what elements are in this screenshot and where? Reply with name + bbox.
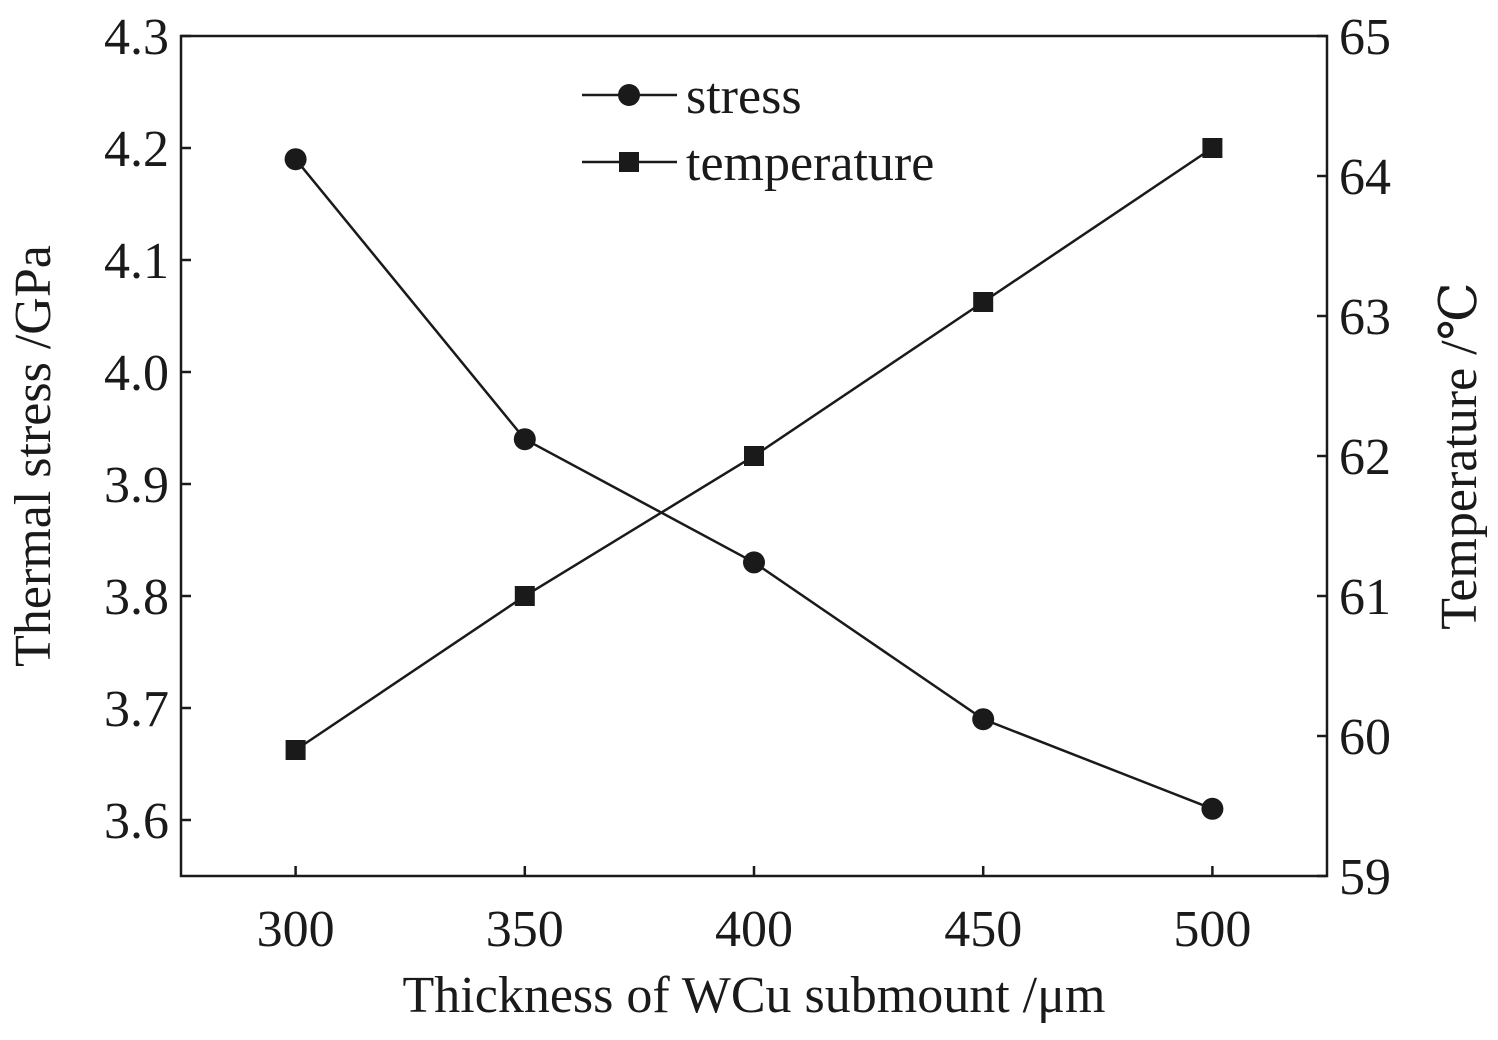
- legend-label-temperature: temperature: [686, 135, 934, 192]
- legend-marker-stress: [618, 84, 640, 106]
- stress-data-point: [743, 551, 765, 574]
- y-left-tick-label: 4.3: [104, 9, 169, 66]
- stress-data-point: [1201, 797, 1224, 820]
- stress-data-point: [284, 148, 307, 171]
- legend: stress temperature: [582, 68, 934, 192]
- y-left-tick-label: 3.7: [104, 681, 169, 738]
- y-left-tick-label: 3.6: [104, 793, 169, 850]
- x-tick-label: 450: [944, 901, 1022, 958]
- y-left-tick-label: 3.8: [104, 569, 169, 626]
- stress-data-point: [513, 428, 536, 451]
- x-tick-label: 500: [1173, 901, 1251, 958]
- temperature-data-point: [744, 446, 764, 466]
- y-right-tick-label: 64: [1339, 149, 1391, 206]
- y-left-tick-label: 4.2: [104, 121, 169, 178]
- y-right-tick-label: 60: [1339, 709, 1391, 766]
- x-tick-label: 350: [486, 901, 564, 958]
- temperature-data-point: [973, 292, 994, 312]
- ticks-layer: 300 350 400 450 500 3.6 3.7 3.8 3.9 4.0 4.1 4.2 4.3 5…: [104, 9, 1391, 958]
- stress-data-point: [972, 708, 995, 731]
- y-left-tick-label: 4.1: [104, 233, 169, 290]
- y-axis-title-left: Thermal stress /GPa: [5, 245, 62, 667]
- series-layer: [284, 138, 1224, 820]
- y-left-tick-label: 4.0: [104, 345, 169, 402]
- y-axis-title-right: Temperature /℃: [1431, 282, 1488, 630]
- y-right-tick-label: 65: [1339, 9, 1391, 66]
- y-left-tick-label: 3.9: [104, 457, 169, 514]
- temperature-data-point: [285, 740, 306, 760]
- x-tick-label: 400: [715, 901, 793, 958]
- temperature-data-point: [514, 586, 535, 606]
- y-right-tick-label: 62: [1339, 429, 1391, 486]
- y-right-tick-label: 63: [1339, 289, 1391, 346]
- legend-label-stress: stress: [686, 68, 802, 125]
- y-right-tick-label: 61: [1339, 569, 1391, 626]
- temperature-data-point: [1202, 138, 1223, 158]
- stress-series-line: [294, 158, 1213, 810]
- legend-marker-temperature: [619, 152, 639, 172]
- x-tick-label: 300: [257, 901, 335, 958]
- x-axis-title: Thickness of WCu submount /μm: [403, 967, 1106, 1024]
- y-right-tick-label: 59: [1339, 849, 1391, 906]
